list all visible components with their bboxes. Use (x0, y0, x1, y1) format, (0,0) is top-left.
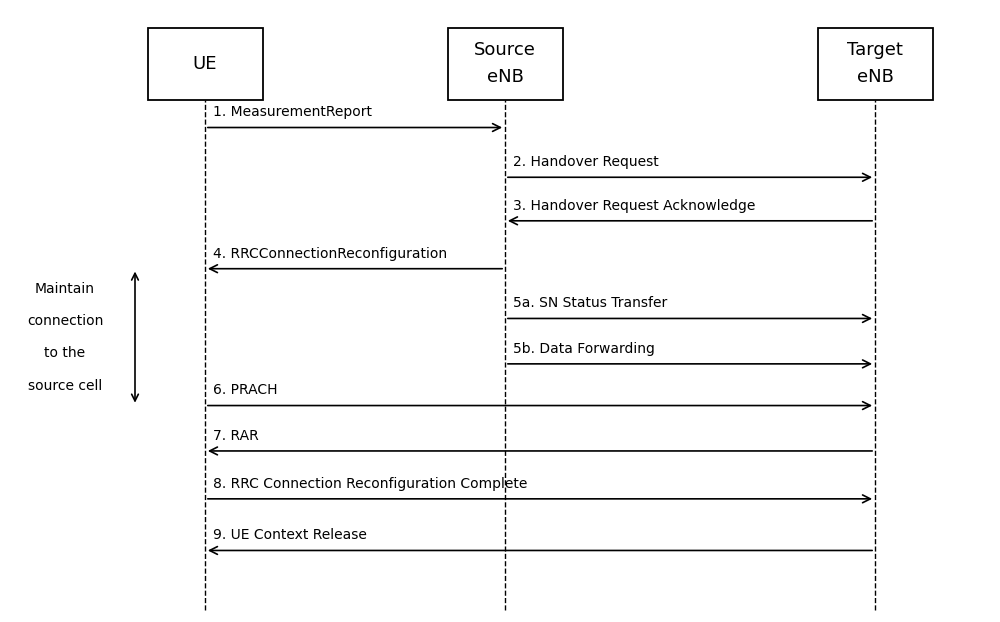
Text: 6. PRACH: 6. PRACH (213, 383, 278, 397)
Text: Source: Source (474, 41, 536, 59)
Text: eNB: eNB (857, 68, 893, 86)
Text: Target: Target (847, 41, 903, 59)
Text: eNB: eNB (487, 68, 523, 86)
Text: 5a. SN Status Transfer: 5a. SN Status Transfer (513, 296, 667, 310)
Bar (448, 28, 562, 100)
Text: to the: to the (44, 346, 86, 360)
Text: 2. Handover Request: 2. Handover Request (513, 155, 659, 169)
Bar (818, 28, 932, 100)
Text: 7. RAR: 7. RAR (213, 429, 259, 443)
Text: source cell: source cell (28, 379, 102, 392)
Text: Maintain: Maintain (35, 282, 95, 295)
Text: 3. Handover Request Acknowledge: 3. Handover Request Acknowledge (513, 198, 755, 213)
Text: 4. RRCConnectionReconfiguration: 4. RRCConnectionReconfiguration (213, 246, 447, 261)
Text: 8. RRC Connection Reconfiguration Complete: 8. RRC Connection Reconfiguration Comple… (213, 476, 527, 491)
Text: 9. UE Context Release: 9. UE Context Release (213, 528, 367, 542)
Bar (148, 28, 262, 100)
Text: 5b. Data Forwarding: 5b. Data Forwarding (513, 341, 655, 356)
Text: 1. MeasurementReport: 1. MeasurementReport (213, 105, 372, 119)
Text: connection: connection (27, 314, 103, 328)
Text: UE: UE (193, 55, 217, 73)
